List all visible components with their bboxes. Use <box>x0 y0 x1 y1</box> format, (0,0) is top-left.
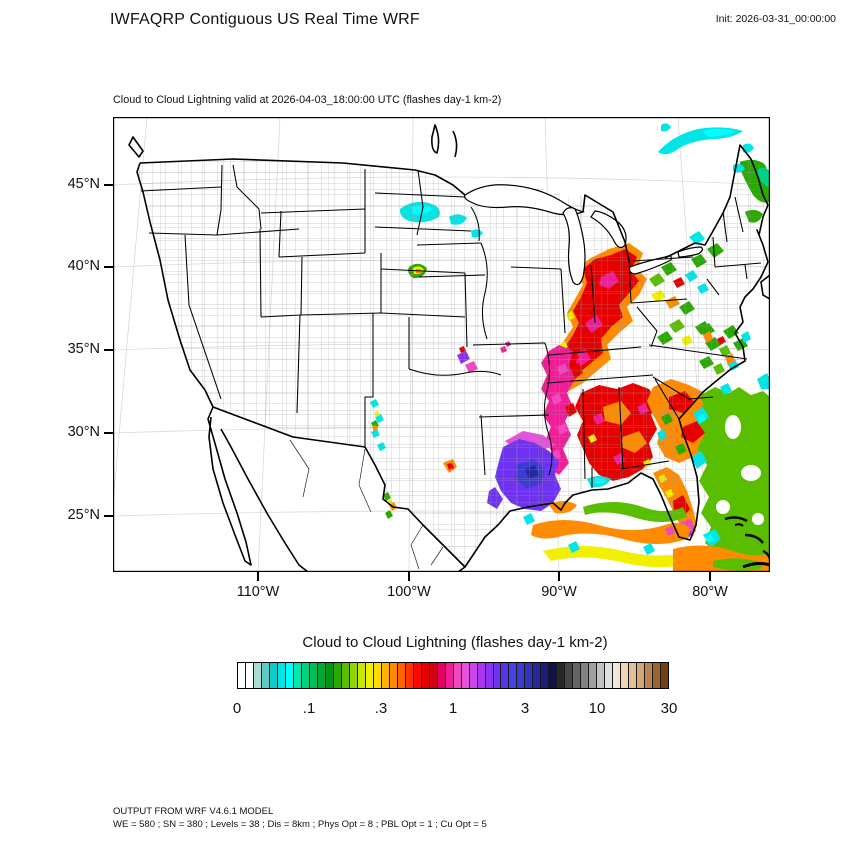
colorbar-cell <box>301 663 310 688</box>
legend-title: Cloud to Cloud Lightning (flashes day-1 … <box>302 634 608 651</box>
colorbar-cell <box>397 663 406 688</box>
colorbar-cell <box>533 663 542 688</box>
colorbar-cell <box>573 663 582 688</box>
colorbar-cell <box>357 663 366 688</box>
colorbar-cell <box>245 663 254 688</box>
colorbar-cell <box>477 663 486 688</box>
colorbar-cell <box>565 663 574 688</box>
lon-tick <box>709 572 711 581</box>
lat-tick <box>104 515 113 517</box>
lat-label-30n: 30°N <box>67 424 100 440</box>
colorbar-tick-4: 3 <box>520 700 530 717</box>
colorbar-cell <box>557 663 566 688</box>
colorbar <box>237 662 669 689</box>
colorbar-cell <box>389 663 398 688</box>
lat-label-35n: 35°N <box>67 341 100 357</box>
colorbar-cell <box>637 663 646 688</box>
colorbar-cell <box>549 663 558 688</box>
colorbar-cell <box>253 663 262 688</box>
lon-tick <box>558 572 560 581</box>
map-border <box>113 117 770 572</box>
lon-label-80w: 80°W <box>692 584 728 600</box>
colorbar-cell <box>605 663 614 688</box>
colorbar-tick-1: .1 <box>302 700 316 717</box>
colorbar-cell <box>277 663 286 688</box>
colorbar-cell <box>653 663 662 688</box>
colorbar-cell <box>381 663 390 688</box>
mexico-state-lines <box>289 439 444 570</box>
colorbar-cell <box>421 663 430 688</box>
lat-tick <box>104 184 113 186</box>
state-borders <box>140 164 762 488</box>
lat-tick <box>104 432 113 434</box>
colorbar-cell <box>405 663 414 688</box>
colorbar-cell <box>485 663 494 688</box>
page-title: IWFAQRP Contiguous US Real Time WRF <box>110 11 420 28</box>
colorbar-cell <box>509 663 518 688</box>
colorbar-cell <box>373 663 382 688</box>
coastlines <box>128 124 771 573</box>
footer-line1: OUTPUT FROM WRF V4.6.1 MODEL <box>113 806 274 817</box>
us-county-layer <box>137 145 768 567</box>
great-lakes <box>464 184 704 286</box>
colorbar-cell <box>453 663 462 688</box>
colorbar-cell <box>645 663 654 688</box>
colorbar-cell <box>429 663 438 688</box>
colorbar-cell <box>365 663 374 688</box>
lon-tick <box>257 572 259 581</box>
colorbar-cell <box>493 663 502 688</box>
colorbar-tick-2: .3 <box>374 700 388 717</box>
colorbar-cell <box>437 663 446 688</box>
colorbar-cell <box>261 663 270 688</box>
colorbar-cell <box>309 663 318 688</box>
lightning-gulf-streaks <box>523 501 770 572</box>
lon-label-100w: 100°W <box>387 584 431 600</box>
colorbar-cell <box>413 663 422 688</box>
colorbar-cell <box>629 663 638 688</box>
lon-label-110w: 110°W <box>236 584 280 600</box>
map-subtitle: Cloud to Cloud Lightning valid at 2026-0… <box>113 94 502 106</box>
colorbar-tick-0: 0 <box>232 700 242 717</box>
map-canvas <box>106 116 772 573</box>
lightning-atlantic-green <box>691 373 770 563</box>
colorbar-cell <box>293 663 302 688</box>
colorbar-cell <box>661 663 669 688</box>
colorbar-tick-6: 30 <box>660 700 678 717</box>
colorbar-cell <box>349 663 358 688</box>
colorbar-cell <box>517 663 526 688</box>
footer-line2: WE = 580 ; SN = 380 ; Levels = 38 ; Dis … <box>113 819 487 830</box>
colorbar-cell <box>589 663 598 688</box>
colorbar-cell <box>285 663 294 688</box>
colorbar-cell <box>269 663 278 688</box>
colorbar-cell <box>525 663 534 688</box>
colorbar-cell <box>445 663 454 688</box>
colorbar-cell <box>501 663 510 688</box>
colorbar-cell <box>581 663 590 688</box>
lat-label-40n: 40°N <box>67 258 100 274</box>
colorbar-cell <box>333 663 342 688</box>
lat-label-25n: 25°N <box>67 507 100 523</box>
lat-label-45n: 45°N <box>67 176 100 192</box>
colorbar-cell <box>238 663 246 688</box>
lat-tick <box>104 349 113 351</box>
colorbar-cell <box>613 663 622 688</box>
init-timestamp: Init: 2026-03-31_00:00:00 <box>715 13 836 25</box>
colorbar-cell <box>597 663 606 688</box>
colorbar-cell <box>317 663 326 688</box>
colorbar-cell <box>621 663 630 688</box>
lon-tick <box>408 572 410 581</box>
colorbar-tick-3: 1 <box>448 700 458 717</box>
colorbar-cell <box>325 663 334 688</box>
colorbar-tick-5: 10 <box>588 700 606 717</box>
colorbar-cell <box>341 663 350 688</box>
colorbar-cell <box>461 663 470 688</box>
colorbar-cell <box>541 663 550 688</box>
model-config-footer: OUTPUT FROM WRF V4.6.1 MODEL WE = 580 ; … <box>113 805 487 831</box>
lon-label-90w: 90°W <box>541 584 577 600</box>
lat-tick <box>104 266 113 268</box>
colorbar-cell <box>469 663 478 688</box>
